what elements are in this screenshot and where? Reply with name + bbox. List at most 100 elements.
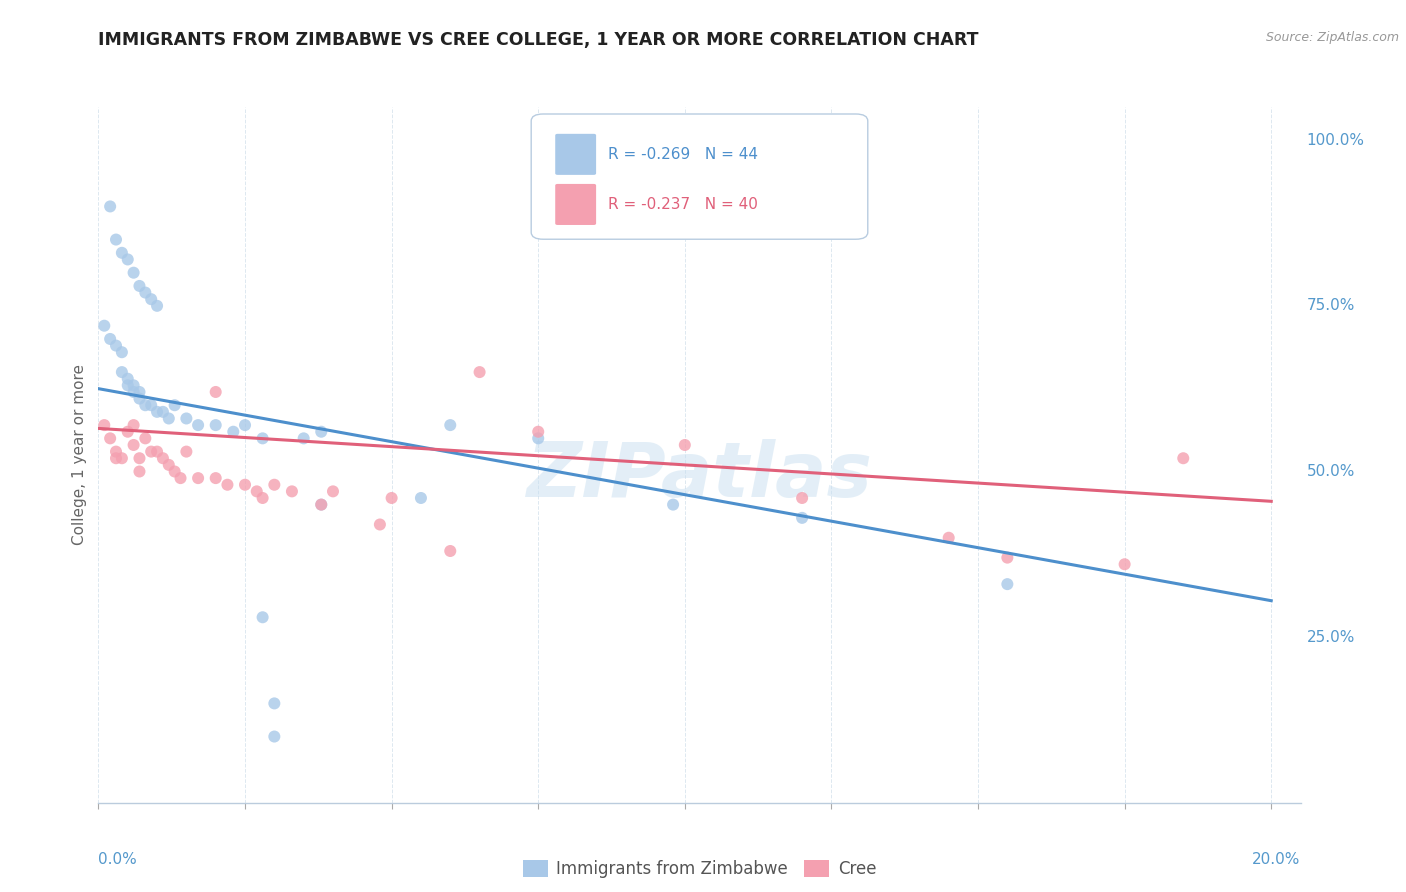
Point: [527, 431, 550, 445]
Point: [439, 418, 461, 433]
Text: IMMIGRANTS FROM ZIMBABWE VS CREE COLLEGE, 1 YEAR OR MORE CORRELATION CHART: IMMIGRANTS FROM ZIMBABWE VS CREE COLLEGE…: [98, 31, 979, 49]
Point: [122, 418, 145, 433]
Point: [995, 550, 1018, 565]
Point: [204, 384, 226, 399]
Point: [146, 405, 169, 419]
Point: [938, 531, 960, 545]
Point: [222, 425, 245, 439]
Point: [105, 451, 128, 466]
Point: [111, 245, 134, 260]
FancyBboxPatch shape: [555, 184, 596, 225]
Text: R = -0.269   N = 44: R = -0.269 N = 44: [609, 147, 758, 161]
Point: [128, 392, 150, 406]
Text: 50.0%: 50.0%: [1306, 464, 1355, 479]
Point: [93, 418, 115, 433]
FancyBboxPatch shape: [531, 114, 868, 239]
Point: [134, 431, 156, 445]
Point: [128, 451, 150, 466]
Point: [204, 471, 226, 485]
Point: [263, 477, 285, 491]
Point: [169, 471, 191, 485]
Point: [105, 338, 128, 352]
Point: [122, 384, 145, 399]
Point: [111, 365, 134, 379]
Point: [98, 199, 121, 213]
Point: [105, 444, 128, 458]
Point: [309, 498, 332, 512]
Point: [409, 491, 432, 505]
Text: 20.0%: 20.0%: [1253, 852, 1301, 866]
Point: [233, 477, 256, 491]
Point: [263, 697, 285, 711]
FancyBboxPatch shape: [555, 134, 596, 175]
Y-axis label: College, 1 year or more: College, 1 year or more: [72, 365, 87, 545]
Point: [117, 372, 139, 386]
Point: [995, 577, 1018, 591]
Point: [117, 252, 139, 267]
Point: [252, 610, 274, 624]
Text: R = -0.237   N = 40: R = -0.237 N = 40: [609, 197, 758, 212]
Point: [146, 299, 169, 313]
Text: ZIPatlas: ZIPatlas: [526, 439, 873, 513]
Point: [117, 425, 139, 439]
Point: [146, 444, 169, 458]
Point: [790, 511, 813, 525]
Point: [122, 378, 145, 392]
Point: [128, 384, 150, 399]
Point: [381, 491, 404, 505]
Point: [134, 285, 156, 300]
Point: [368, 517, 391, 532]
Point: [187, 418, 209, 433]
Point: [152, 405, 174, 419]
Point: [176, 411, 198, 425]
Point: [134, 398, 156, 412]
Point: [309, 498, 332, 512]
Point: [128, 279, 150, 293]
Text: Source: ZipAtlas.com: Source: ZipAtlas.com: [1265, 31, 1399, 45]
Point: [176, 444, 198, 458]
Point: [141, 292, 163, 306]
Point: [163, 465, 186, 479]
Point: [233, 418, 256, 433]
Point: [93, 318, 115, 333]
Point: [111, 345, 134, 359]
Point: [122, 438, 145, 452]
Text: 0.0%: 0.0%: [98, 852, 138, 866]
Text: 100.0%: 100.0%: [1306, 133, 1365, 148]
Point: [309, 425, 332, 439]
Point: [204, 418, 226, 433]
Point: [187, 471, 209, 485]
Point: [122, 266, 145, 280]
Legend: Immigrants from Zimbabwe, Cree: Immigrants from Zimbabwe, Cree: [516, 854, 883, 885]
Point: [439, 544, 461, 558]
Point: [252, 491, 274, 505]
Point: [252, 431, 274, 445]
Point: [1173, 451, 1195, 466]
Point: [673, 438, 696, 452]
Point: [662, 498, 685, 512]
Point: [263, 730, 285, 744]
Point: [105, 233, 128, 247]
Point: [292, 431, 315, 445]
Point: [117, 378, 139, 392]
Point: [141, 444, 163, 458]
Point: [1114, 558, 1136, 572]
Point: [790, 491, 813, 505]
Point: [141, 398, 163, 412]
Text: 25.0%: 25.0%: [1306, 630, 1355, 645]
Point: [281, 484, 304, 499]
Point: [128, 465, 150, 479]
Point: [111, 451, 134, 466]
Point: [527, 425, 550, 439]
Point: [217, 477, 239, 491]
Point: [163, 398, 186, 412]
Text: 75.0%: 75.0%: [1306, 298, 1355, 313]
Point: [152, 451, 174, 466]
Point: [98, 332, 121, 346]
Point: [157, 411, 180, 425]
Point: [322, 484, 344, 499]
Point: [246, 484, 269, 499]
Point: [468, 365, 491, 379]
Point: [98, 431, 121, 445]
Point: [157, 458, 180, 472]
